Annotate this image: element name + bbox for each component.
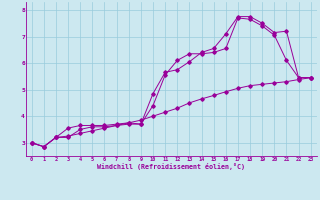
X-axis label: Windchill (Refroidissement éolien,°C): Windchill (Refroidissement éolien,°C) — [97, 163, 245, 170]
